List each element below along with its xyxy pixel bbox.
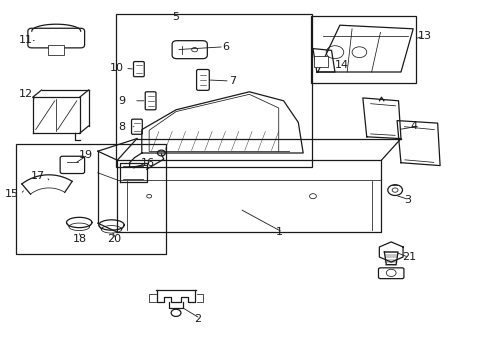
- Text: 14: 14: [335, 60, 348, 70]
- Text: 10: 10: [109, 63, 123, 73]
- Text: 11: 11: [19, 35, 33, 45]
- Text: 17: 17: [31, 171, 45, 181]
- FancyBboxPatch shape: [60, 156, 84, 174]
- Bar: [313, 56, 327, 67]
- FancyBboxPatch shape: [378, 268, 403, 279]
- FancyBboxPatch shape: [145, 92, 156, 110]
- Text: 2: 2: [194, 314, 202, 324]
- FancyBboxPatch shape: [196, 69, 209, 90]
- Text: 1: 1: [276, 227, 283, 237]
- Text: 19: 19: [79, 150, 92, 160]
- FancyBboxPatch shape: [172, 41, 207, 59]
- Text: 3: 3: [403, 195, 410, 205]
- Text: 8: 8: [118, 122, 125, 132]
- Bar: [16, 144, 166, 254]
- FancyBboxPatch shape: [131, 119, 142, 134]
- Text: 20: 20: [107, 234, 121, 244]
- FancyBboxPatch shape: [133, 62, 144, 77]
- FancyBboxPatch shape: [28, 28, 84, 48]
- Text: 4: 4: [410, 121, 417, 131]
- Text: 12: 12: [19, 89, 33, 99]
- Text: 21: 21: [401, 252, 415, 262]
- Text: 16: 16: [141, 158, 155, 168]
- Text: 15: 15: [5, 189, 19, 199]
- Text: 13: 13: [417, 31, 431, 41]
- Bar: [116, 14, 311, 167]
- Text: 18: 18: [73, 234, 86, 244]
- Text: 9: 9: [118, 96, 125, 106]
- Text: 6: 6: [222, 42, 229, 52]
- Text: 5: 5: [172, 12, 179, 22]
- Bar: [48, 45, 64, 55]
- Text: 7: 7: [228, 76, 236, 86]
- Bar: [310, 16, 415, 83]
